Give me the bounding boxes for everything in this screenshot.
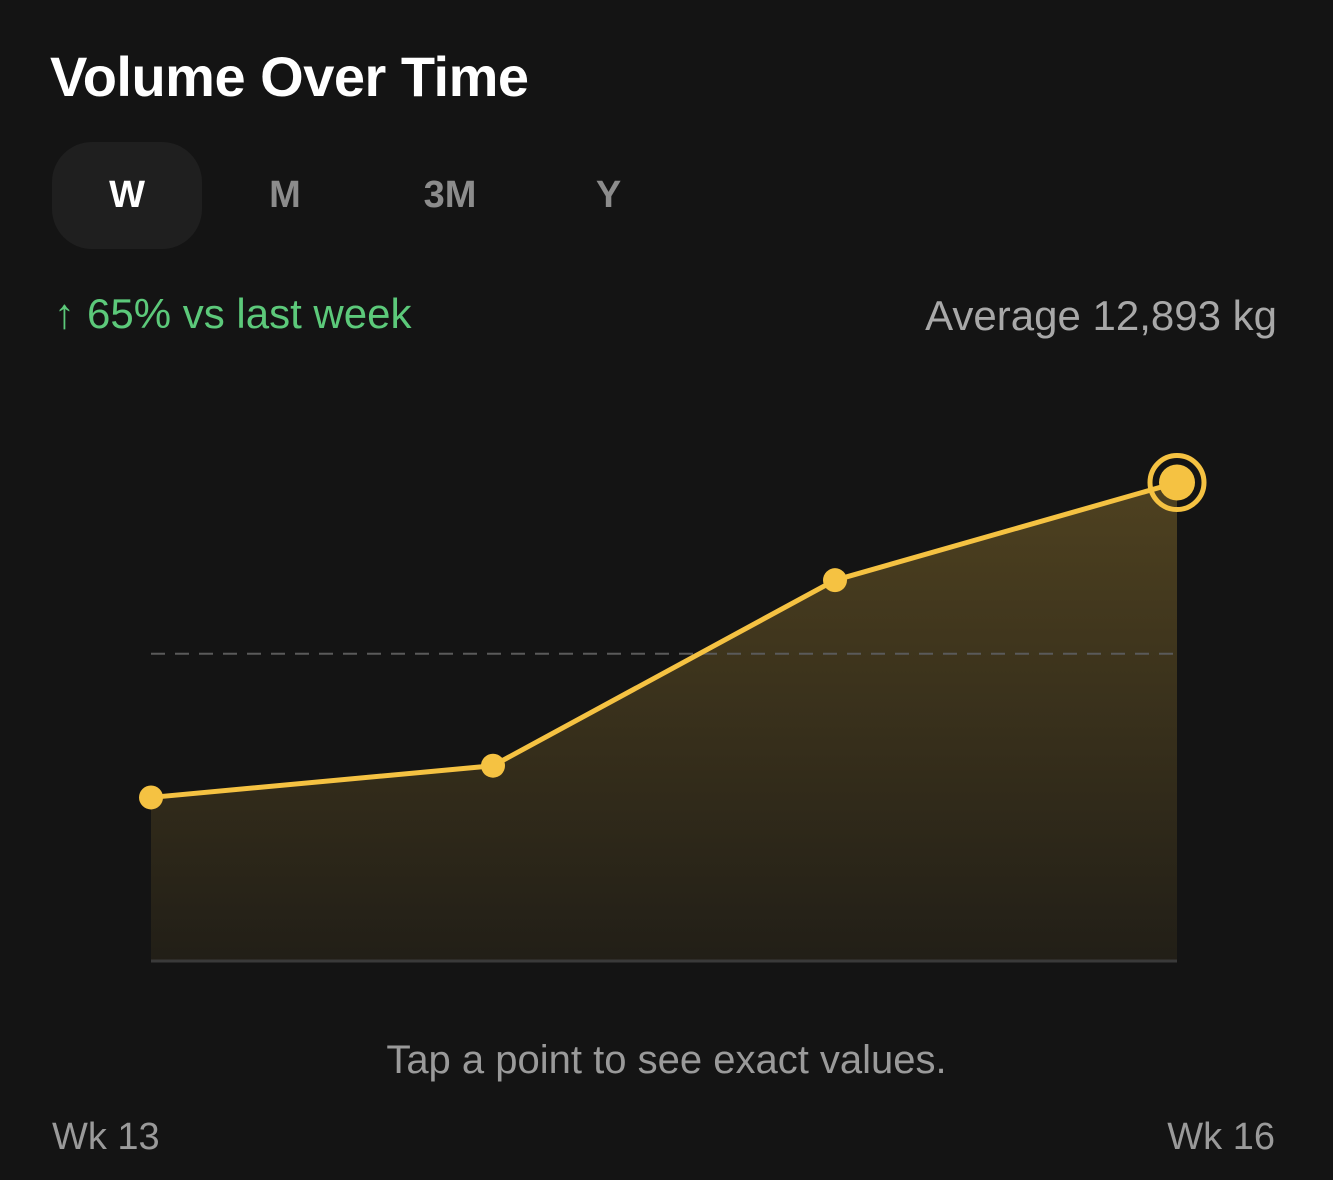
trend-text: 65% vs last week [87, 290, 412, 337]
series-line [148, 480, 1180, 800]
range-tab-month[interactable]: M [269, 174, 301, 216]
x-axis-start-label: Wk 13 [52, 1116, 160, 1158]
x-axis-end-label: Wk 16 [1167, 1116, 1275, 1158]
page-title: Volume Over Time [50, 45, 529, 108]
data-point[interactable] [139, 785, 163, 810]
range-tab-week[interactable]: W [52, 142, 202, 249]
chart-area-fill [151, 482, 1177, 961]
range-tab-year[interactable]: Y [595, 174, 622, 216]
average-value: Average 12,893 kg [925, 292, 1277, 339]
time-range-selector: W M 3M Y [52, 142, 692, 249]
data-point[interactable] [481, 753, 505, 778]
data-point-highlighted[interactable] [1159, 464, 1195, 501]
chart-hint: Tap a point to see exact values. [386, 1038, 947, 1082]
arrow-up-icon: ↑ [54, 290, 75, 337]
trend-indicator: ↑ 65% vs last week [54, 290, 411, 338]
range-tab-3-months[interactable]: 3M [423, 174, 477, 216]
data-point[interactable] [823, 568, 847, 593]
